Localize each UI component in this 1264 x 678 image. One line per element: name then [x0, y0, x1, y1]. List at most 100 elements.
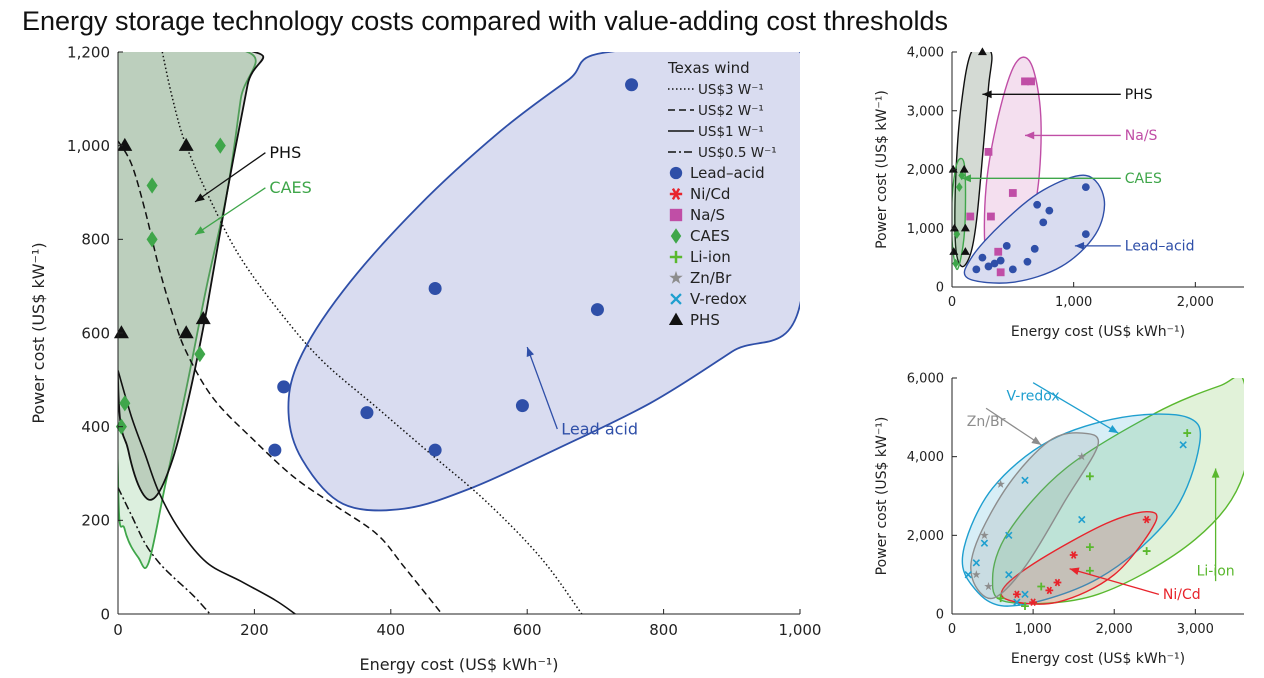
data-point-ni-cd: [1029, 598, 1038, 607]
annotation-label: Lead acid: [561, 419, 638, 438]
data-point-ni-cd: [1142, 515, 1151, 524]
y-tick-label: 6,000: [907, 372, 944, 387]
data-point-na-s: [1027, 77, 1035, 86]
data-point-phs: [178, 325, 194, 339]
annotation-arrow-head: [1074, 241, 1085, 250]
data-point-v-redox: [1013, 598, 1021, 606]
annotation-label: PHS: [1125, 87, 1153, 103]
annotation-label: PHS: [269, 143, 301, 162]
inset-bottom-chart-panel: 0 1,000 2,000 3,000 0 2,000 4,000 6,000 Energy c…: [874, 372, 1244, 667]
data-point-caes: [952, 258, 959, 269]
legend-marker: [670, 228, 682, 244]
legend-marker: [668, 312, 684, 325]
data-point-v-redox: [1005, 570, 1013, 579]
data-point-phs: [959, 164, 969, 173]
data-point-phs: [195, 311, 211, 325]
data-point-na-s: [987, 212, 995, 221]
annotation-arrow-head: [195, 226, 205, 235]
x-tick-label: 0: [113, 621, 123, 639]
legend-label: Li-ion: [690, 248, 731, 266]
data-point-li-ion: [1085, 543, 1094, 552]
y-tick-label: 4,000: [907, 46, 944, 61]
data-point-v-redox: [1021, 590, 1029, 599]
envelope-lead-acid: [963, 174, 1106, 284]
data-point-phs: [117, 137, 133, 151]
y-tick-label: 0: [100, 605, 110, 623]
annotation-arrow: [1032, 382, 1119, 434]
data-point-lead-acid: [996, 256, 1005, 265]
data-point-lead-acid: [972, 265, 981, 274]
x-tick-label: 200: [240, 621, 269, 639]
page-title: Energy storage technology costs compared…: [22, 6, 949, 36]
y-tick-label: 1,000: [67, 137, 110, 155]
annotation-arrow-head: [195, 193, 205, 202]
data-point-v-redox: [1179, 441, 1187, 449]
y-tick-label: 0: [936, 608, 944, 623]
data-point-lead-acid: [625, 78, 639, 92]
data-point-li-ion: [996, 594, 1005, 603]
data-point-lead-acid: [1023, 257, 1032, 266]
legend-marker: [669, 166, 683, 180]
y-axis-label: Power cost (US$ kW⁻¹): [874, 417, 890, 576]
threshold-curve-2: [118, 370, 296, 614]
data-point-phs: [178, 137, 194, 151]
annotation-arrow-head: [1108, 425, 1119, 434]
data-point-caes: [958, 170, 966, 181]
envelope-zn-br: [970, 432, 1100, 600]
data-point-v-redox: [980, 539, 989, 547]
envelope-lead-acid: [287, 52, 800, 512]
annotation-arrow: [526, 346, 558, 430]
threshold-curve-3: [118, 487, 211, 614]
annotation-arrow-head: [982, 90, 992, 99]
annotation-label: CAES: [1125, 171, 1162, 187]
annotation-label: CAES: [269, 178, 311, 197]
annotation-arrow-head: [961, 174, 971, 183]
data-point-li-ion: [1183, 429, 1192, 437]
annotation-arrow-head: [1211, 468, 1220, 478]
data-point-lead-acid: [277, 380, 291, 394]
x-tick-label: 2,000: [1177, 295, 1214, 310]
data-point-lead-acid: [1030, 244, 1039, 253]
data-point-caes: [194, 345, 206, 363]
data-point-lead-acid: [1002, 241, 1011, 250]
data-point-lead-acid: [1045, 206, 1054, 215]
envelope-ni-cd: [1000, 510, 1158, 605]
legend-label: Lead–acid: [690, 164, 765, 182]
legend-label: Na/S: [690, 206, 725, 224]
annotation-arrow: [194, 152, 266, 203]
y-tick-label: 800: [81, 231, 110, 249]
y-tick-label: 2,000: [907, 163, 944, 178]
data-point-zn-br: [972, 570, 981, 579]
data-point-lead-acid: [990, 259, 999, 268]
legend-title: Texas wind: [667, 59, 750, 77]
data-point-phs: [960, 247, 970, 255]
data-point-phs: [948, 164, 958, 173]
x-tick-label: 0: [948, 295, 956, 310]
x-tick-label: 400: [376, 621, 405, 639]
legend-label: US$0.5 W⁻¹: [698, 145, 777, 161]
data-point-v-redox: [1021, 476, 1029, 484]
data-point-lead-acid: [268, 443, 282, 457]
data-point-lead-acid: [360, 406, 374, 420]
data-point-lead-acid: [1081, 230, 1090, 239]
data-point-lead-acid: [590, 303, 604, 317]
annotation-arrow: [1069, 568, 1160, 595]
y-axis-label: Power cost (US$ kW⁻¹): [29, 242, 48, 423]
data-point-ni-cd: [1045, 586, 1054, 595]
data-point-na-s: [1021, 77, 1029, 86]
envelope-phs: [954, 52, 993, 268]
data-point-na-s: [966, 212, 975, 221]
inset-top-chart-panel: 0 1,000 2,000 0 1,000 2,000 3,000 4,000 Energy c…: [874, 46, 1244, 340]
data-point-lead-acid: [428, 443, 442, 457]
data-point-phs: [960, 223, 970, 232]
annotation-label: Na/S: [1125, 128, 1158, 144]
data-point-li-ion: [1037, 582, 1046, 591]
annotation-arrow-head: [1069, 567, 1080, 576]
legend-label: CAES: [690, 227, 730, 245]
legend-label: US$2 W⁻¹: [698, 103, 764, 119]
annotation-arrow: [985, 407, 1042, 446]
legend-label: V-redox: [690, 290, 747, 308]
annotation-label: V-redox: [1007, 388, 1060, 404]
y-tick-label: 1,200: [67, 43, 110, 61]
data-point-ni-cd: [1012, 590, 1021, 599]
